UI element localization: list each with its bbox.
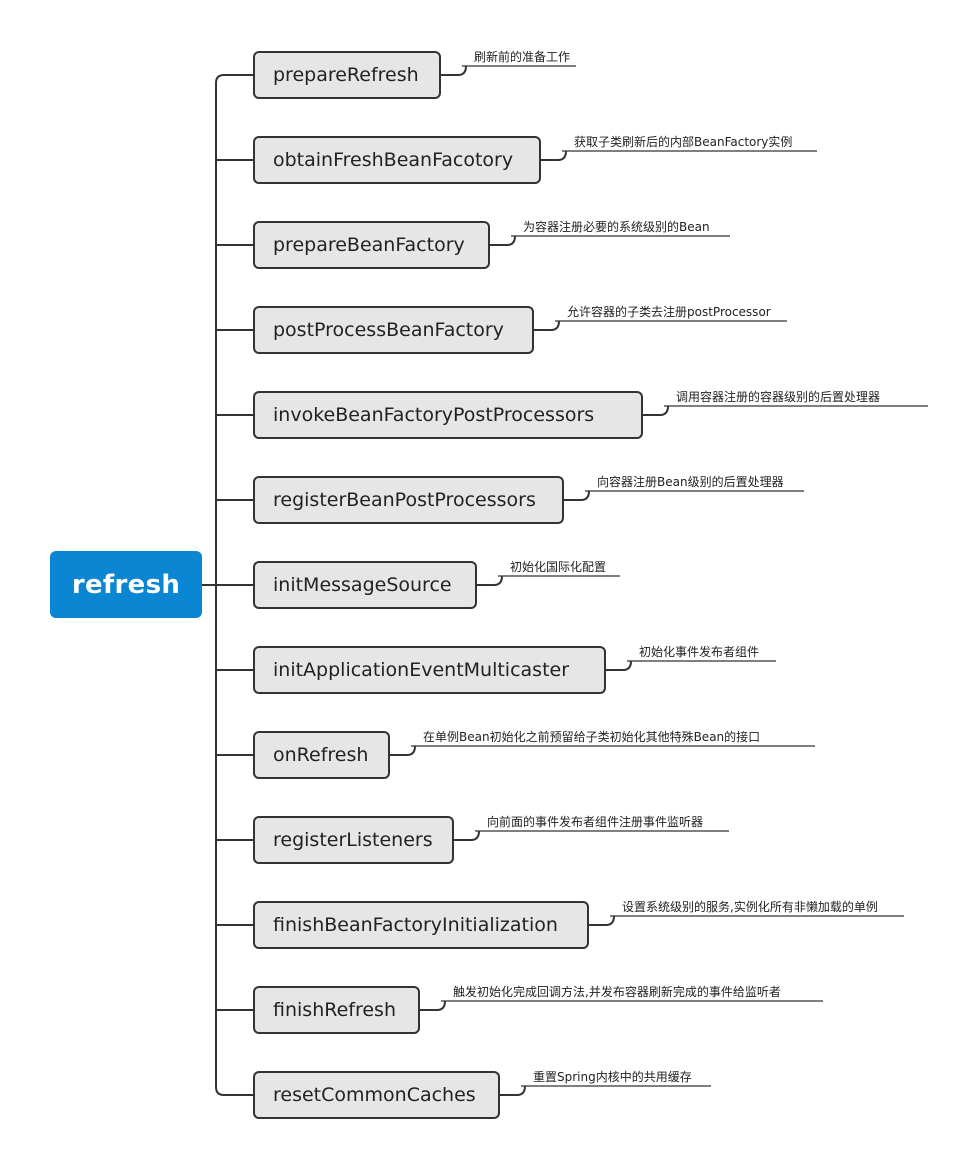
step-note: 触发初始化完成回调方法,并发布容器刷新完成的事件给监听者 [453,985,781,999]
note-connector-2 [490,235,516,246]
step-node-finishRefresh[interactable]: finishRefresh [253,986,420,1034]
step-node-label: initMessageSource [273,574,452,596]
step-node-onRefresh[interactable]: onRefresh [253,731,390,779]
step-node-registerListeners[interactable]: registerListeners [253,816,454,864]
step-node-label: prepareBeanFactory [273,234,465,256]
note-connector-0 [441,65,467,76]
step-note: 初始化国际化配置 [510,560,607,574]
step-note: 获取子类刷新后的内部BeanFactory实例 [574,135,793,149]
step-node-postProcessBeanFactory[interactable]: postProcessBeanFactory [253,306,534,354]
note-connector-6 [477,575,503,586]
step-node-label: initApplicationEventMulticaster [273,659,570,681]
step-node-initApplicationEventMulticaster[interactable]: initApplicationEventMulticaster [253,646,606,694]
step-note: 初始化事件发布者组件 [639,645,760,659]
note-connector-4 [643,405,669,416]
step-note: 刷新前的准备工作 [474,50,571,64]
root-node-refresh[interactable]: refresh [50,551,202,618]
note-connector-11 [420,1000,446,1011]
step-node-finishBeanFactoryInitialization[interactable]: finishBeanFactoryInitialization [253,901,589,949]
step-node-label: registerListeners [273,829,433,851]
note-connector-8 [390,745,416,756]
step-node-label: obtainFreshBeanFacotory [273,149,514,171]
step-node-prepareRefresh[interactable]: prepareRefresh [253,51,441,99]
step-node-prepareBeanFactory[interactable]: prepareBeanFactory [253,221,490,269]
step-node-label: finishRefresh [273,999,396,1021]
note-connector-12 [500,1085,526,1096]
step-node-label: postProcessBeanFactory [273,319,504,341]
step-note: 向前面的事件发布者组件注册事件监听器 [487,815,704,829]
note-connector-9 [454,830,480,841]
step-node-invokeBeanFactoryPostProcessors[interactable]: invokeBeanFactoryPostProcessors [253,391,643,439]
step-note: 调用容器注册的容器级别的后置处理器 [676,390,881,404]
step-node-label: resetCommonCaches [273,1084,476,1106]
step-note: 重置Spring内核中的共用缓存 [533,1070,692,1084]
root-node-label: refresh [71,569,181,600]
step-node-registerBeanPostProcessors[interactable]: registerBeanPostProcessors [253,476,564,524]
step-node-resetCommonCaches[interactable]: resetCommonCaches [253,1071,500,1119]
step-node-obtainFreshBeanFacotory[interactable]: obtainFreshBeanFacotory [253,136,541,184]
note-connector-5 [564,490,590,501]
step-node-initMessageSource[interactable]: initMessageSource [253,561,477,609]
step-note: 在单例Bean初始化之前预留给子类初始化其他特殊Bean的接口 [423,730,761,744]
note-connector-3 [534,320,560,331]
step-node-label: onRefresh [273,744,369,766]
step-note: 向容器注册Bean级别的后置处理器 [597,475,784,489]
step-node-label: invokeBeanFactoryPostProcessors [273,404,595,426]
step-node-label: finishBeanFactoryInitialization [273,914,558,936]
step-node-label: prepareRefresh [273,64,419,86]
step-note: 允许容器的子类去注册postProcessor [567,305,771,319]
step-node-label: registerBeanPostProcessors [273,489,536,511]
step-note: 为容器注册必要的系统级别的Bean [523,220,710,234]
note-connector-7 [606,660,632,671]
step-note: 设置系统级别的服务,实例化所有非懒加载的单例 [622,900,878,914]
note-connector-10 [589,915,615,926]
note-connector-1 [541,150,567,161]
